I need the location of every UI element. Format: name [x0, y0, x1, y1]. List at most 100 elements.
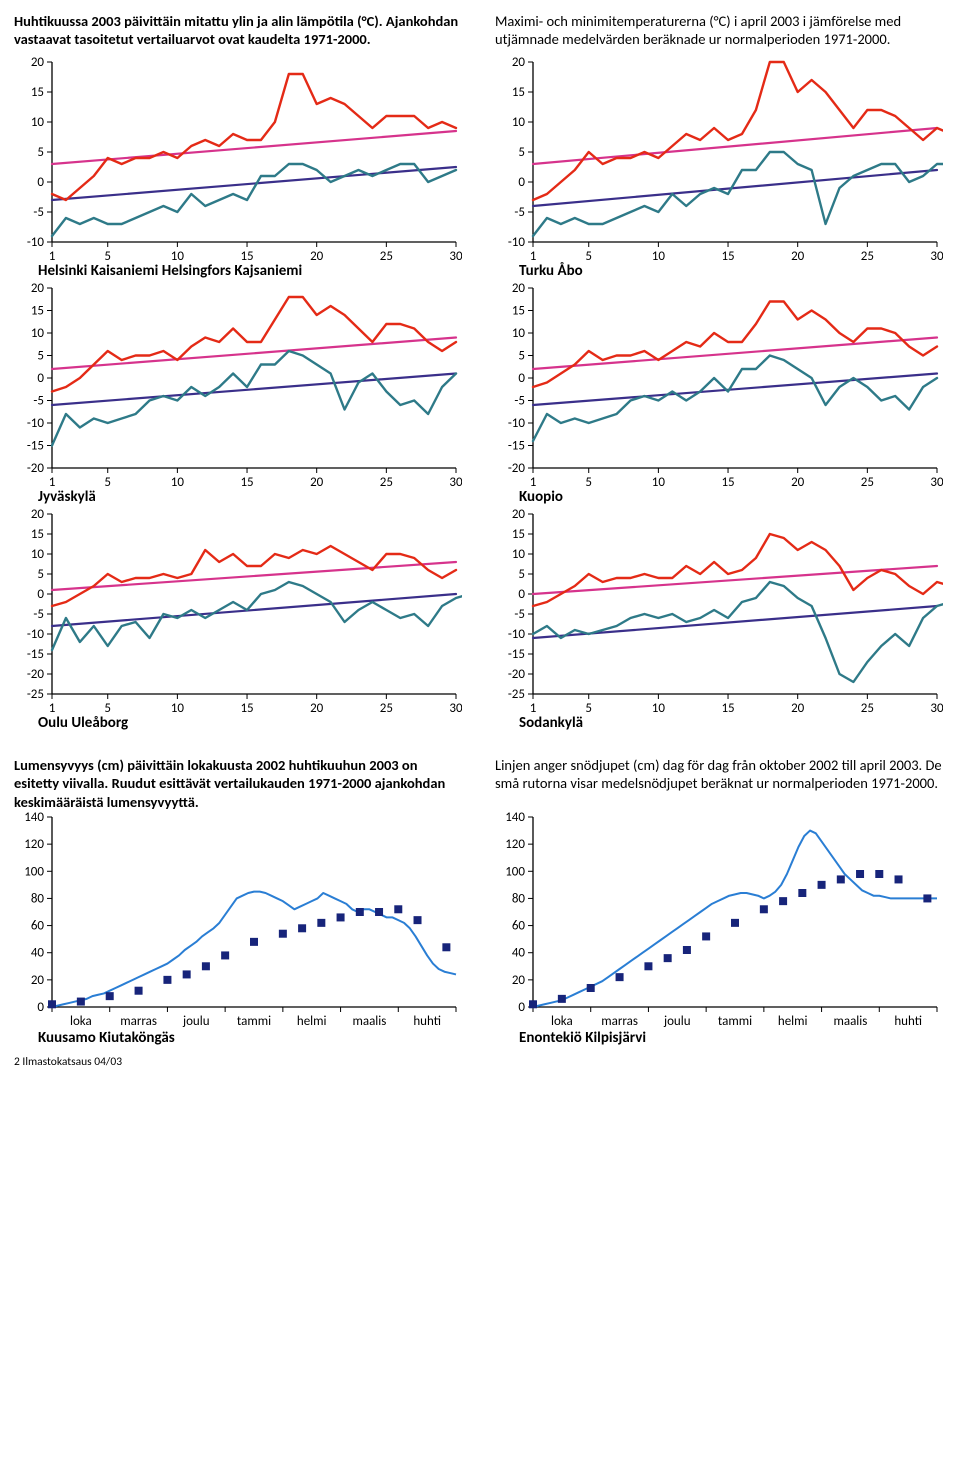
svg-text:30: 30 [930, 475, 943, 490]
svg-text:15: 15 [512, 85, 525, 100]
svg-text:10: 10 [512, 326, 526, 341]
svg-text:-5: -5 [514, 205, 525, 220]
trend-min-line [533, 170, 937, 206]
svg-text:25: 25 [861, 701, 874, 716]
snow-depth-line [533, 830, 937, 1006]
svg-text:helmi: helmi [778, 1014, 808, 1029]
snow-normal-marker [48, 1000, 56, 1008]
svg-text:100: 100 [505, 864, 525, 879]
snow-normal-marker [221, 951, 229, 959]
header-left: Huhtikuussa 2003 päivittäin mitattu ylin… [14, 12, 465, 48]
snow-normal-marker [702, 932, 710, 940]
svg-text:20: 20 [791, 701, 805, 716]
svg-text:loka: loka [70, 1014, 92, 1029]
panel-title: Helsinki Kaisaniemi Helsingfors Kajsanie… [38, 262, 465, 280]
svg-text:0: 0 [37, 175, 44, 190]
snow-normal-marker [875, 870, 883, 878]
min-temp-line [52, 164, 456, 236]
snow-normal-marker [356, 908, 364, 916]
svg-text:15: 15 [721, 701, 734, 716]
svg-text:80: 80 [31, 891, 45, 906]
snow-normal-marker [414, 916, 422, 924]
snow-normal-marker [779, 897, 787, 905]
max-temp-line [533, 302, 937, 388]
svg-text:huhti: huhti [894, 1014, 922, 1029]
svg-text:10: 10 [31, 115, 45, 130]
panel-title: Kuusamo Kiutaköngäs [38, 1029, 465, 1047]
svg-text:-10: -10 [27, 416, 45, 431]
trend-min-line [52, 167, 456, 200]
snow-normal-marker [818, 880, 826, 888]
svg-text:5: 5 [585, 475, 592, 490]
svg-text:30: 30 [449, 249, 462, 264]
temp-panel: -20-15-10-505101520151015202530Kuopio [495, 282, 946, 506]
snow-panel: 020406080100120140lokamarrasjoulutammihe… [14, 811, 465, 1047]
snow-normal-marker [895, 875, 903, 883]
svg-text:10: 10 [512, 115, 526, 130]
svg-text:20: 20 [31, 972, 45, 987]
svg-text:40: 40 [512, 945, 526, 960]
snow-normal-marker [375, 908, 383, 916]
snow-normal-marker [837, 875, 845, 883]
min-temp-line [533, 152, 943, 236]
snow-normal-marker [923, 894, 931, 902]
min-temp-line [52, 582, 462, 650]
svg-text:10: 10 [652, 475, 666, 490]
snow-normal-marker [760, 905, 768, 913]
svg-text:10: 10 [171, 701, 185, 716]
svg-text:30: 30 [930, 701, 943, 716]
svg-text:20: 20 [512, 282, 526, 296]
header-right: Maximi- och minimitemperaturerna (°C) i … [495, 12, 946, 48]
svg-text:20: 20 [310, 475, 324, 490]
svg-text:0: 0 [518, 371, 525, 386]
svg-text:helmi: helmi [297, 1014, 327, 1029]
max-temp-line [533, 534, 943, 606]
panel-title: Oulu Uleåborg [38, 714, 465, 732]
svg-text:0: 0 [37, 371, 44, 386]
snow-normal-marker [337, 913, 345, 921]
snow-normal-marker [616, 973, 624, 981]
svg-text:20: 20 [512, 508, 526, 522]
panel-title: Jyväskylä [38, 488, 465, 506]
panel-title: Enontekiö Kilpisjärvi [519, 1029, 946, 1047]
svg-text:100: 100 [24, 864, 44, 879]
max-temp-line [533, 62, 943, 200]
svg-text:5: 5 [518, 145, 525, 160]
snow-normal-marker [644, 962, 652, 970]
svg-text:huhti: huhti [413, 1014, 441, 1029]
snow-normal-marker [798, 889, 806, 897]
svg-text:25: 25 [861, 249, 874, 264]
snow-normal-marker [664, 954, 672, 962]
svg-text:30: 30 [449, 475, 462, 490]
svg-text:10: 10 [652, 249, 666, 264]
svg-text:-5: -5 [514, 607, 525, 622]
temperature-grid: -10-505101520151015202530Helsinki Kaisan… [14, 56, 946, 732]
svg-text:5: 5 [518, 567, 525, 582]
svg-text:10: 10 [31, 326, 45, 341]
midheader-left: Lumensyvyys (cm) päivittäin lokakuusta 2… [14, 756, 465, 810]
svg-text:10: 10 [31, 547, 45, 562]
svg-text:-10: -10 [508, 416, 526, 431]
snow-normal-marker [856, 870, 864, 878]
snow-normal-marker [731, 918, 739, 926]
svg-text:marras: marras [601, 1014, 638, 1029]
snow-normal-marker [529, 1000, 537, 1008]
svg-text:5: 5 [37, 349, 44, 364]
svg-text:20: 20 [31, 56, 45, 70]
svg-text:20: 20 [512, 56, 526, 70]
svg-text:0: 0 [518, 1000, 525, 1015]
svg-text:10: 10 [652, 701, 666, 716]
panel-title: Kuopio [519, 488, 946, 506]
svg-text:-15: -15 [508, 647, 525, 662]
svg-text:60: 60 [31, 918, 45, 933]
svg-text:joulu: joulu [182, 1014, 210, 1029]
trend-max-line [533, 566, 937, 594]
svg-text:15: 15 [721, 249, 734, 264]
svg-text:-5: -5 [33, 205, 44, 220]
svg-text:5: 5 [37, 567, 44, 582]
snow-normal-marker [394, 905, 402, 913]
svg-text:maalis: maalis [833, 1014, 867, 1029]
svg-text:30: 30 [449, 701, 462, 716]
svg-text:5: 5 [104, 475, 111, 490]
svg-text:15: 15 [31, 304, 44, 319]
